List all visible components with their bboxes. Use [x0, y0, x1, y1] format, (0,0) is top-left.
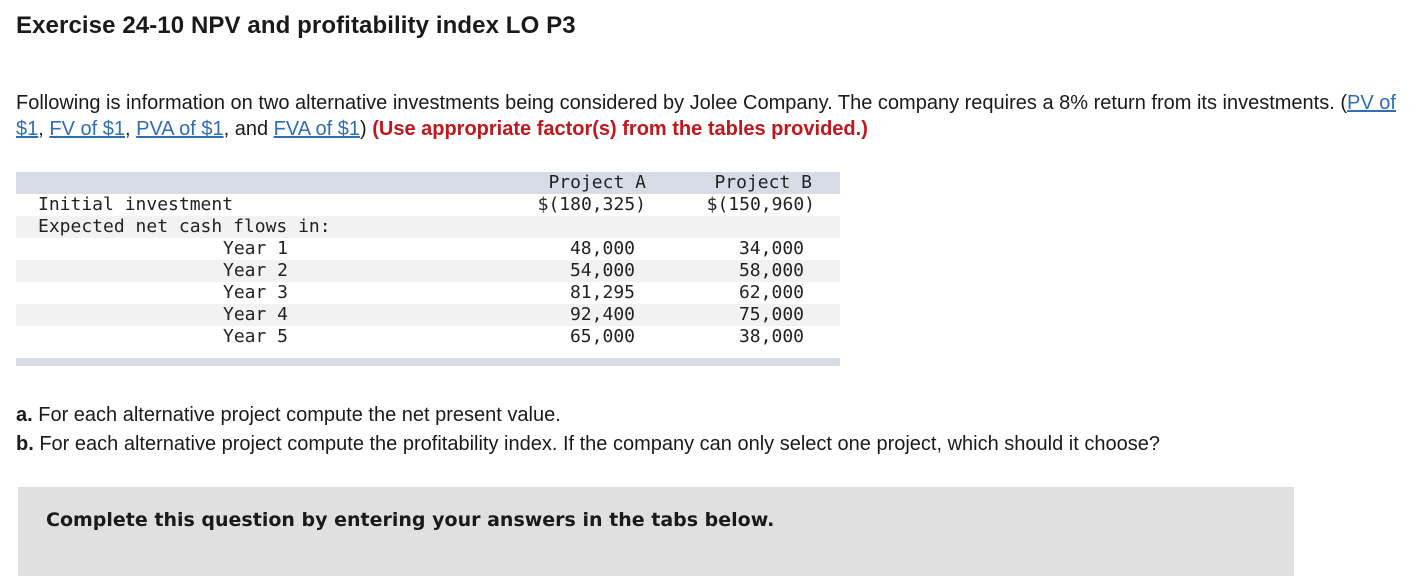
year-value-a: 54,000: [569, 260, 635, 281]
header-project-b: Project B: [714, 172, 812, 193]
year-value-a: 48,000: [569, 238, 635, 259]
exercise-title: Exercise 24-10 NPV and profitability ind…: [16, 12, 576, 39]
year-value-a: 81,295: [569, 282, 635, 303]
year-label: Year 1: [223, 238, 289, 259]
year-value-b: 38,000: [738, 326, 804, 347]
pva-table-link[interactable]: PVA of $1: [136, 118, 224, 140]
table-footer-band: [16, 358, 840, 366]
pv-table-link[interactable]: PV of $1: [16, 92, 1396, 140]
question-b-text: For each alternative project compute the…: [33, 433, 1160, 455]
table-row-band: [16, 260, 840, 282]
intro-paragraph: Following is information on two alternat…: [16, 90, 1416, 142]
year-value-b: 58,000: [738, 260, 804, 281]
year-value-a: 65,000: [569, 326, 635, 347]
initial-investment-label: Initial investment: [38, 194, 234, 215]
year-value-b: 62,000: [738, 282, 804, 303]
year-label: Year 5: [223, 326, 289, 347]
year-value-a: 92,400: [569, 304, 635, 325]
question-a-text: For each alternative project compute the…: [32, 404, 561, 426]
separator: ,: [124, 118, 137, 140]
question-a: a. For each alternative project compute …: [16, 401, 1160, 430]
question-list: a. For each alternative project compute …: [16, 401, 1160, 459]
intro-text: Following is information on two alternat…: [16, 92, 1347, 114]
question-a-prefix: a.: [16, 404, 33, 426]
factor-note: (Use appropriate factor(s) from the tabl…: [372, 118, 868, 140]
answer-tabs-panel: Complete this question by entering your …: [18, 487, 1294, 576]
header-project-a: Project A: [548, 172, 646, 193]
table-header-band: [16, 172, 840, 194]
investment-table: Project A Project B Initial investment $…: [16, 172, 840, 366]
table-row-band: [16, 304, 840, 326]
fv-table-link[interactable]: FV of $1: [49, 118, 125, 140]
separator: , and: [223, 118, 274, 140]
question-b-prefix: b.: [16, 433, 34, 455]
fva-table-link[interactable]: FVA of $1: [273, 118, 360, 140]
year-label: Year 2: [223, 260, 289, 281]
cash-flows-label: Expected net cash flows in:: [38, 216, 331, 237]
question-b: b. For each alternative project compute …: [16, 430, 1160, 459]
year-value-b: 75,000: [738, 304, 804, 325]
table-row-band: [16, 216, 840, 238]
year-label: Year 3: [223, 282, 289, 303]
year-label: Year 4: [223, 304, 289, 325]
separator: ,: [38, 118, 50, 140]
panel-instruction: Complete this question by entering your …: [46, 509, 775, 531]
intro-text-after: ): [360, 118, 373, 140]
initial-investment-b: $(150,960): [706, 194, 815, 215]
initial-investment-a: $(180,325): [537, 194, 646, 215]
year-value-b: 34,000: [738, 238, 804, 259]
